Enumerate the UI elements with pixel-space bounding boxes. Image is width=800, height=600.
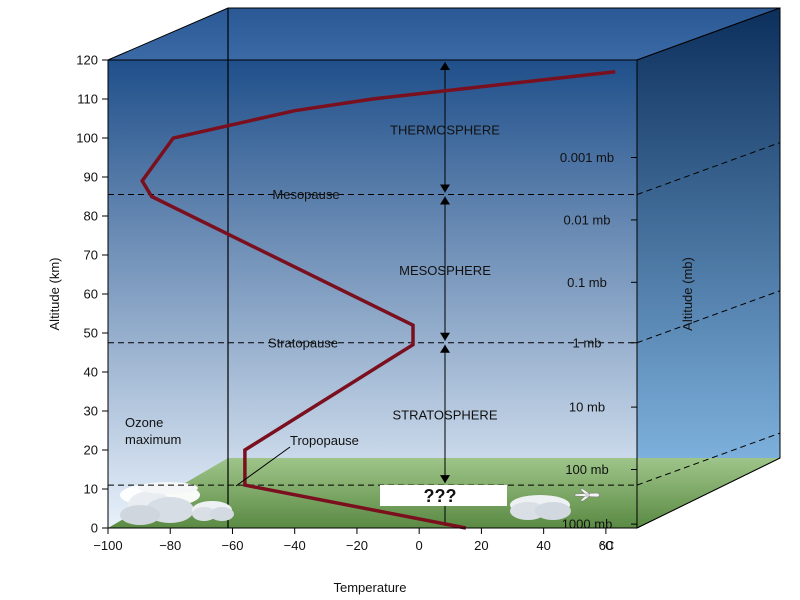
y-axis-label: Altitude (km) bbox=[47, 258, 62, 331]
arrow-down-icon bbox=[440, 184, 450, 193]
x-tick-label: 0 bbox=[416, 538, 423, 553]
arrow-up-icon bbox=[440, 344, 450, 353]
x-tick-label: −20 bbox=[346, 538, 368, 553]
x-tick-label: −80 bbox=[159, 538, 181, 553]
right-axis-label: Altitude (mb) bbox=[680, 257, 695, 331]
y-tick-label: 60 bbox=[84, 287, 98, 302]
ozone-label-line-2: maximum bbox=[125, 432, 181, 447]
airplane-icon bbox=[574, 488, 601, 502]
y-tick-label: 120 bbox=[76, 53, 98, 68]
x-tick-label: −100 bbox=[93, 538, 122, 553]
pressure-label: 0.001 mb bbox=[560, 150, 614, 165]
x-unit-label: °C bbox=[600, 538, 615, 553]
y-tick-label: 30 bbox=[84, 404, 98, 419]
y-tick-label: 110 bbox=[77, 92, 98, 107]
cloud-small-left-icon bbox=[192, 501, 234, 521]
y-tick-label: 10 bbox=[84, 482, 98, 497]
y-tick-label: 70 bbox=[84, 248, 98, 263]
y-tick-label: 0 bbox=[91, 521, 98, 536]
boundary-label: Mesopause bbox=[272, 187, 339, 202]
pressure-label: 1000 mb bbox=[562, 517, 613, 532]
arrow-up-icon bbox=[440, 62, 450, 70]
layer-label: MESOSPHERE bbox=[399, 263, 491, 278]
x-tick-label: −40 bbox=[284, 538, 306, 553]
x-axis: −100 −80 −60 −40 −20 0 20 40 60 bbox=[93, 527, 637, 553]
bottom-right-edge bbox=[636, 457, 781, 529]
pressure-label: 0.1 mb bbox=[567, 275, 607, 290]
right-face-dash bbox=[636, 432, 781, 486]
pressure-label: 1 mb bbox=[573, 335, 602, 350]
y-tick-label: 90 bbox=[84, 170, 98, 185]
pressure-label: 0.01 mb bbox=[564, 212, 611, 227]
y-tick-label: 40 bbox=[84, 365, 98, 380]
tropopause-label: Tropopause bbox=[290, 433, 359, 448]
cube-right-face bbox=[636, 7, 781, 529]
cube-front-face bbox=[107, 59, 638, 529]
x-tick-label: −60 bbox=[221, 538, 243, 553]
tropopause-leader-line bbox=[235, 446, 291, 487]
x-tick-label: 40 bbox=[536, 538, 550, 553]
right-face-dash bbox=[636, 142, 781, 196]
x-tick-label: 60 bbox=[599, 538, 613, 553]
arrow-up-icon bbox=[440, 196, 450, 205]
layer-label: STRATOSPHERE bbox=[393, 407, 498, 422]
layer-label: THERMOSPHERE bbox=[390, 123, 500, 138]
ozone-label: Ozone maximum bbox=[125, 415, 181, 447]
pressure-label: 10 mb bbox=[569, 400, 605, 415]
arrow-down-icon bbox=[440, 332, 450, 341]
temperature-profile-line bbox=[140, 69, 616, 530]
pressure-label: 100 mb bbox=[565, 462, 608, 477]
arrow-down-icon bbox=[440, 475, 450, 484]
troposphere-label: ??? bbox=[424, 486, 457, 506]
ozone-label-line-1: Ozone bbox=[125, 415, 163, 430]
x-axis-label: Temperature bbox=[334, 580, 407, 595]
cloud-cumulonimbus-icon bbox=[120, 482, 200, 525]
y-tick-label: 100 bbox=[76, 131, 98, 146]
x-tick-label: 20 bbox=[474, 538, 488, 553]
cloud-right-icon bbox=[510, 495, 571, 520]
boundary-label: Stratopause bbox=[268, 335, 338, 350]
troposphere-label-box bbox=[380, 485, 507, 506]
y-tick-label: 80 bbox=[84, 209, 98, 224]
y-axis: 0 10 20 30 40 50 60 70 80 90 100 110 120 bbox=[76, 53, 109, 536]
y-tick-label: 50 bbox=[84, 326, 98, 341]
y-tick-label: 20 bbox=[84, 443, 98, 458]
right-face-dash bbox=[636, 290, 781, 344]
